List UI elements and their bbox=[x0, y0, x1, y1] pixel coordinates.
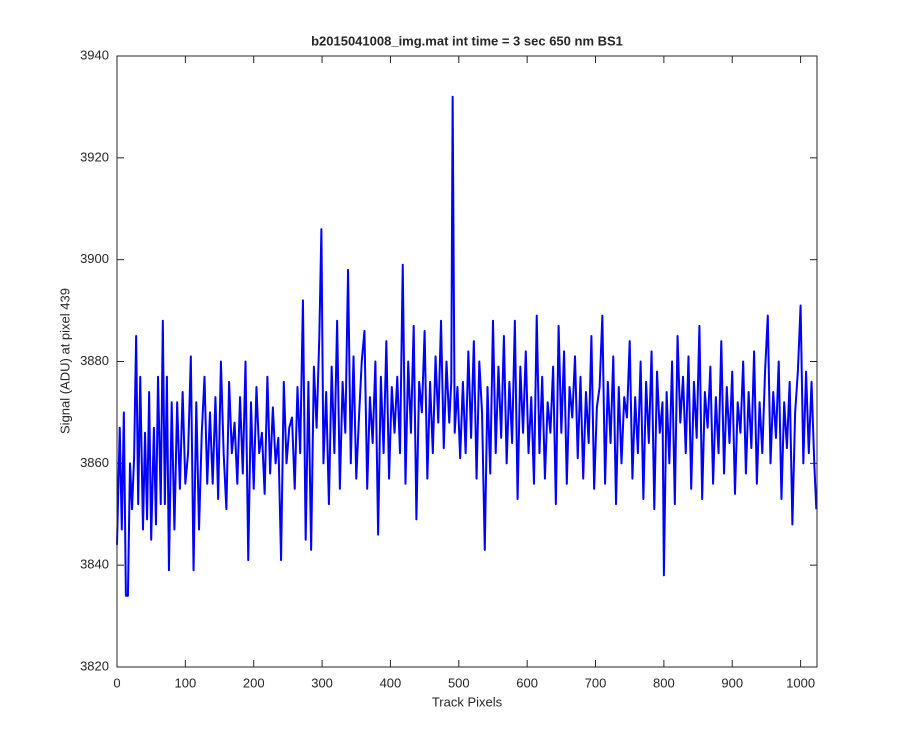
plot-area bbox=[117, 56, 817, 667]
y-tick-label: 3840 bbox=[80, 557, 109, 572]
x-tick-label: 900 bbox=[721, 675, 743, 690]
data-line bbox=[116, 95, 818, 597]
x-tick-label: 800 bbox=[653, 675, 675, 690]
x-tick-label: 700 bbox=[585, 675, 607, 690]
x-tick-label: 600 bbox=[516, 675, 538, 690]
x-tick-label: 500 bbox=[448, 675, 470, 690]
x-tick-label: 200 bbox=[243, 675, 265, 690]
x-tick-label: 400 bbox=[380, 675, 402, 690]
y-axis-label: Signal (ADU) at pixel 439 bbox=[57, 288, 72, 434]
x-tick-label: 0 bbox=[113, 675, 120, 690]
y-tick-label: 3920 bbox=[80, 149, 109, 164]
y-tick-label: 3880 bbox=[80, 353, 109, 368]
x-tick-label: 1000 bbox=[786, 675, 815, 690]
y-tick-label: 3940 bbox=[80, 47, 109, 62]
x-axis-label: Track Pixels bbox=[432, 694, 503, 709]
y-tick-label: 3860 bbox=[80, 455, 109, 470]
x-tick-label: 300 bbox=[311, 675, 333, 690]
axes-box bbox=[116, 55, 818, 668]
chart-title: b2015041008_img.mat int time = 3 sec 650… bbox=[311, 33, 623, 48]
x-tick-label: 100 bbox=[175, 675, 197, 690]
y-tick-label: 3900 bbox=[80, 251, 109, 266]
y-tick-label: 3820 bbox=[80, 658, 109, 673]
